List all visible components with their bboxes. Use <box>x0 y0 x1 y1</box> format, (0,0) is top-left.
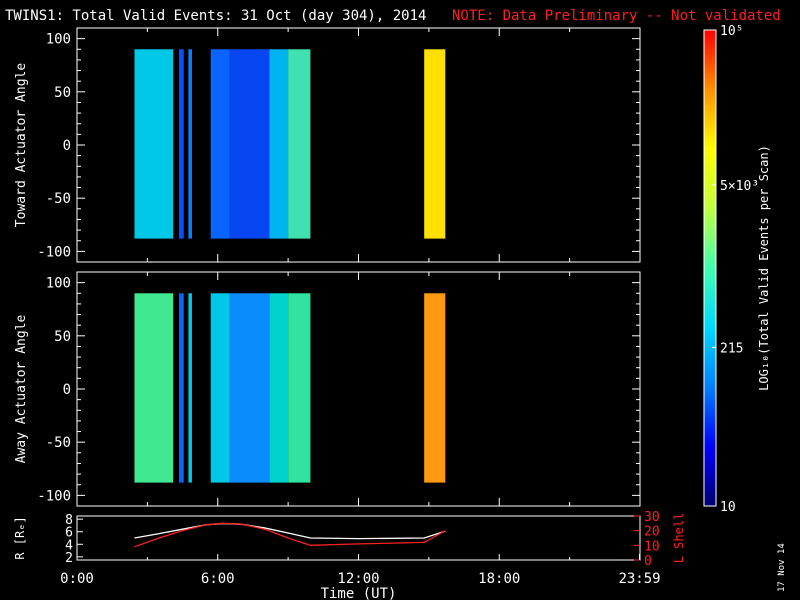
x-tick-label: 6:00 <box>201 571 235 587</box>
y-tick-label: 100 <box>46 276 71 292</box>
right-y-tick-label: 30 <box>644 510 660 525</box>
left-y-tick-label: 4 <box>65 538 73 553</box>
heatmap-cell-away-0 <box>134 293 174 483</box>
y-tick-label: 0 <box>63 138 71 154</box>
colorbar-tick-label: 10 <box>720 500 736 515</box>
heatmap-cell-toward-7 <box>424 49 446 239</box>
x-axis-label: Time (UT) <box>321 586 397 600</box>
right-y-tick-label: 10 <box>644 539 660 554</box>
x-tick-label: 18:00 <box>478 571 520 587</box>
heatmap-cell-away-7 <box>424 293 446 483</box>
colorbar: 10⁵ 5×10³ 215 10 LOG₁₀(Total Valid Events pe… <box>703 24 771 515</box>
y-tick-label: -50 <box>46 435 71 451</box>
heatmap-cell-toward-2 <box>188 49 192 239</box>
y-tick-label: 50 <box>54 329 71 345</box>
y-axis-label-away: Away Actuator Angle <box>14 314 29 463</box>
heatmap-cell-toward-1 <box>179 49 184 239</box>
figure-title: TWINS1: Total Valid Events: 31 Oct (day … <box>5 8 426 24</box>
y-tick-label: -100 <box>37 488 71 504</box>
y-tick-label: -100 <box>37 244 71 260</box>
heatmap-cell-away-1 <box>179 293 184 483</box>
y-tick-label: 100 <box>46 32 71 48</box>
right-y-tick-label: 20 <box>644 525 660 540</box>
y-axis-label-toward: Toward Actuator Angle <box>14 63 29 228</box>
orbit-series-line-right <box>134 522 446 548</box>
left-y-tick-label: 8 <box>65 513 73 528</box>
heatmap-cell-away-2 <box>188 293 192 483</box>
right-y-tick-label: 0 <box>644 554 652 569</box>
colorbar-tick-label: 10⁵ <box>720 24 743 39</box>
heatmap-cell-toward-5 <box>269 49 289 239</box>
heatmap-cell-away-3 <box>210 293 230 483</box>
heatmap-cell-toward-3 <box>210 49 230 239</box>
x-tick-label: 12:00 <box>337 571 379 587</box>
x-tick-label: 23:59 <box>618 571 660 587</box>
colorbar-gradient <box>703 29 717 507</box>
colorbar-label: LOG₁₀(Total Valid Events per Scan) <box>757 145 771 391</box>
y-tick-label: 0 <box>63 382 71 398</box>
heatmap-cell-toward-6 <box>288 49 311 239</box>
heatmap-cell-away-4 <box>229 293 270 483</box>
x-tick-label: 0:00 <box>60 571 94 587</box>
left-y-tick-label: 6 <box>65 526 73 541</box>
colorbar-tick-label: 5×10³ <box>720 179 759 194</box>
date-stamp: 17 Nov 14 <box>777 543 787 592</box>
heatmap-cell-toward-0 <box>134 49 174 239</box>
away-heatmap-panel: 100 50 0 -50 -100 Away Actuator Angle <box>14 271 641 507</box>
toward-heatmap-panel: 100 50 0 -50 -100 Toward Actuator Angle <box>14 27 641 263</box>
left-y-axis-label: R [Rₑ] <box>13 516 27 559</box>
colorbar-tick-label: 215 <box>720 341 743 356</box>
heatmap-cell-away-5 <box>269 293 289 483</box>
y-tick-label: -50 <box>46 191 71 207</box>
heatmap-cell-away-6 <box>288 293 311 483</box>
left-y-tick-label: 2 <box>65 551 73 566</box>
right-y-axis-label: L Shell <box>672 513 686 564</box>
y-tick-label: 50 <box>54 85 71 101</box>
validation-note: NOTE: Data Preliminary -- Not validated <box>452 8 781 24</box>
heatmap-cell-toward-4 <box>229 49 270 239</box>
